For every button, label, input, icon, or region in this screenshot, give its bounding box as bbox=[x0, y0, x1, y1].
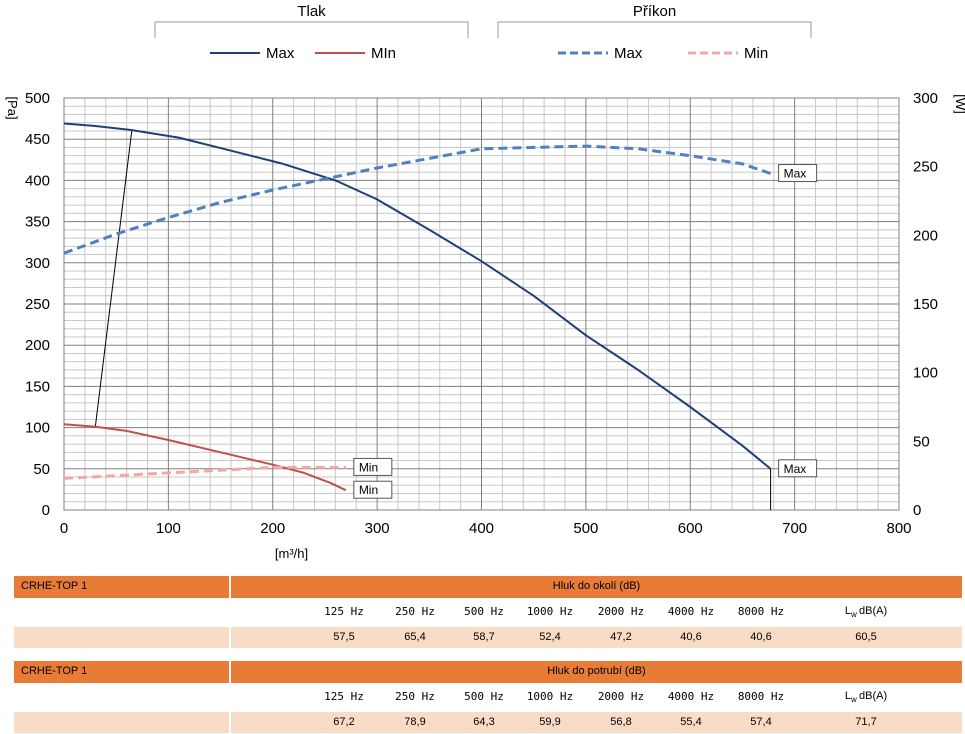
y-right-axis-label: [W] bbox=[953, 94, 965, 114]
freq-label: 2000 Hz bbox=[597, 690, 645, 703]
y-right-tick-label: 50 bbox=[913, 433, 930, 450]
value-cell: 57,5 bbox=[333, 631, 355, 643]
legend-label: Min bbox=[744, 45, 768, 62]
freq-label: 500 Hz bbox=[464, 605, 504, 618]
y-right-tick-label: 150 bbox=[913, 296, 938, 313]
legend-label: Max bbox=[614, 45, 643, 62]
noise-table-ambient: CRHE-TOP 1 Hluk do okolí (dB) 125 Hz 250… bbox=[14, 576, 962, 648]
x-tick-label: 200 bbox=[260, 520, 285, 537]
value-cell: 56,8 bbox=[610, 716, 632, 728]
y-left-tick-label: 0 bbox=[42, 502, 50, 519]
value-cell: 59,9 bbox=[539, 716, 561, 728]
legend-label: MIn bbox=[371, 45, 396, 62]
y-left-tick-label: 50 bbox=[33, 461, 50, 478]
series-line-right-min bbox=[63, 465, 346, 480]
value-cell: 57,4 bbox=[750, 716, 772, 728]
y-left-tick-label: 400 bbox=[25, 172, 50, 189]
x-tick-label: 100 bbox=[156, 520, 181, 537]
freq-label: 4000 Hz bbox=[667, 605, 715, 618]
lw-label: Lw dB(A) bbox=[844, 690, 888, 704]
y-left-tick-label: 100 bbox=[25, 420, 50, 437]
value-cell: 67,2 bbox=[333, 716, 355, 728]
series-line-left-max bbox=[63, 122, 772, 470]
freq-label: 500 Hz bbox=[464, 690, 504, 703]
value-cell: 40,6 bbox=[680, 631, 702, 643]
legend-group-title: Tlak bbox=[297, 3, 326, 20]
freq-label: 250 Hz bbox=[395, 605, 435, 618]
x-tick-label: 400 bbox=[469, 520, 494, 537]
callout-box bbox=[353, 480, 393, 499]
noise-table-duct: CRHE-TOP 1 Hluk do potrubí (dB) 125 Hz 2… bbox=[14, 661, 962, 733]
fan-performance-chart: 0 100 200 300 400 500 600 700 800050100150200250… bbox=[5, 3, 965, 561]
value-cell: 78,9 bbox=[404, 716, 426, 728]
x-tick-label: 600 bbox=[678, 520, 703, 537]
callout-label: Max bbox=[784, 462, 807, 476]
table-title: Hluk do okolí (dB) bbox=[552, 580, 641, 592]
legend-group-title: Příkon bbox=[633, 3, 676, 20]
y-left-axis-label: [Pa] bbox=[5, 96, 20, 119]
y-left-tick-label: 450 bbox=[25, 131, 50, 148]
value-cell: 65,4 bbox=[404, 631, 426, 643]
x-tick-label: 800 bbox=[886, 520, 911, 537]
y-right-tick-label: 200 bbox=[913, 227, 938, 244]
value-cell: 58,7 bbox=[473, 631, 495, 643]
freq-label: 1000 Hz bbox=[526, 690, 574, 703]
y-left-tick-label: 500 bbox=[25, 90, 50, 107]
values-row: 57,5 65,4 58,7 52,4 47,2 40,6 40,6 60,5 bbox=[14, 627, 962, 648]
freq-label: 1000 Hz bbox=[526, 605, 574, 618]
y-right-tick-label: 100 bbox=[913, 365, 938, 382]
y-left-tick-label: 350 bbox=[25, 214, 50, 231]
freq-label: 125 Hz bbox=[324, 605, 364, 618]
legend-label: Max bbox=[266, 45, 295, 62]
product-name: CRHE-TOP 1 bbox=[21, 665, 88, 677]
series-line-right-max bbox=[63, 144, 772, 255]
callout-box bbox=[353, 457, 393, 476]
y-left-tick-label: 150 bbox=[25, 378, 50, 395]
plot-area bbox=[63, 97, 900, 511]
values-row: 67,2 78,9 64,3 59,9 56,8 55,4 57,4 71,7 bbox=[14, 712, 962, 733]
value-cell: 60,5 bbox=[855, 631, 877, 643]
frequency-row: 125 Hz 250 Hz 500 Hz 1000 Hz 2000 Hz 400… bbox=[14, 683, 962, 711]
y-right-tick-label: 250 bbox=[913, 159, 938, 176]
value-cell: 64,3 bbox=[473, 716, 495, 728]
x-tick-label: 0 bbox=[60, 520, 68, 537]
table-title: Hluk do potrubí (dB) bbox=[547, 665, 646, 677]
freq-label: 125 Hz bbox=[324, 690, 364, 703]
callout-label: Min bbox=[359, 460, 378, 474]
operating-line bbox=[94, 130, 133, 427]
freq-label: 4000 Hz bbox=[667, 690, 715, 703]
table-header: CRHE-TOP 1 Hluk do potrubí (dB) bbox=[14, 661, 962, 683]
legend-group-bracket bbox=[154, 21, 469, 38]
product-name: CRHE-TOP 1 bbox=[21, 580, 88, 592]
freq-label: 250 Hz bbox=[395, 690, 435, 703]
freq-label: 8000 Hz bbox=[737, 605, 785, 618]
value-cell: 55,4 bbox=[680, 716, 702, 728]
x-tick-label: 300 bbox=[365, 520, 390, 537]
x-tick-label: 700 bbox=[782, 520, 807, 537]
legend-group-bracket bbox=[497, 21, 812, 38]
callout-label: Max bbox=[784, 167, 807, 181]
callout-label: Min bbox=[359, 483, 378, 497]
lw-label: Lw dB(A) bbox=[844, 605, 888, 619]
freq-label: 2000 Hz bbox=[597, 605, 645, 618]
value-cell: 47,2 bbox=[610, 631, 632, 643]
value-cell: 40,6 bbox=[750, 631, 772, 643]
x-tick-label: 500 bbox=[573, 520, 598, 537]
callout-box bbox=[778, 459, 818, 478]
y-left-tick-label: 200 bbox=[25, 337, 50, 354]
freq-label: 8000 Hz bbox=[737, 690, 785, 703]
series-line-left-min bbox=[63, 423, 347, 492]
value-cell: 71,7 bbox=[855, 716, 877, 728]
y-right-tick-label: 300 bbox=[913, 90, 938, 107]
callout-box bbox=[778, 164, 818, 183]
y-left-tick-label: 300 bbox=[25, 255, 50, 272]
y-right-tick-label: 0 bbox=[913, 502, 921, 519]
table-header: CRHE-TOP 1 Hluk do okolí (dB) bbox=[14, 576, 962, 598]
y-left-tick-label: 250 bbox=[25, 296, 50, 313]
frequency-row: 125 Hz 250 Hz 500 Hz 1000 Hz 2000 Hz 400… bbox=[14, 598, 962, 626]
x-axis-label: [m³/h] bbox=[275, 546, 308, 561]
value-cell: 52,4 bbox=[539, 631, 561, 643]
